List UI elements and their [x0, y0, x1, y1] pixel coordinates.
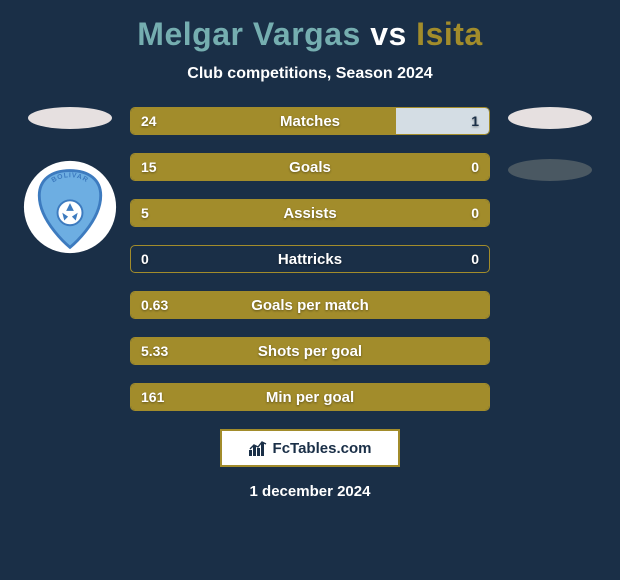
stat-label: Shots per goal: [131, 343, 489, 360]
stat-label: Assists: [131, 205, 489, 222]
player1-name: Melgar Vargas: [137, 16, 361, 52]
fctables-icon: [249, 440, 269, 456]
club2-slot-icon: [508, 159, 592, 181]
stat-label: Matches: [131, 113, 489, 130]
title-vs: vs: [370, 16, 407, 52]
page-title: Melgar Vargas vs Isita: [10, 16, 610, 53]
stats-list: 241Matches 150Goals 50Assists 00Hattricks 0.…: [130, 107, 490, 411]
stat-label: Min per goal: [131, 389, 489, 406]
comparison-infographic: Melgar Vargas vs Isita Club competitions…: [0, 0, 620, 580]
brand-text: FcTables.com: [273, 440, 372, 457]
player1-slot-icon: [28, 107, 112, 129]
stat-label: Hattricks: [131, 251, 489, 268]
stat-row: 00Hattricks: [130, 245, 490, 273]
stat-row: 0.63Goals per match: [130, 291, 490, 319]
stat-row: 50Assists: [130, 199, 490, 227]
stat-row: 150Goals: [130, 153, 490, 181]
stat-label: Goals: [131, 159, 489, 176]
club1-logo: BOLIVAR: [22, 159, 118, 255]
footer-date: 1 december 2024: [10, 483, 610, 500]
player2-name: Isita: [416, 16, 483, 52]
brand-footer: FcTables.com: [220, 429, 400, 467]
stat-label: Goals per match: [131, 297, 489, 314]
content-area: BOLIVAR 241Matches 150Goals 50Assists 00Hat…: [10, 107, 610, 500]
stat-row: 5.33Shots per goal: [130, 337, 490, 365]
subtitle: Club competitions, Season 2024: [10, 65, 610, 83]
player2-slot-icon: [508, 107, 592, 129]
stat-row: 161Min per goal: [130, 383, 490, 411]
stat-row: 241Matches: [130, 107, 490, 135]
